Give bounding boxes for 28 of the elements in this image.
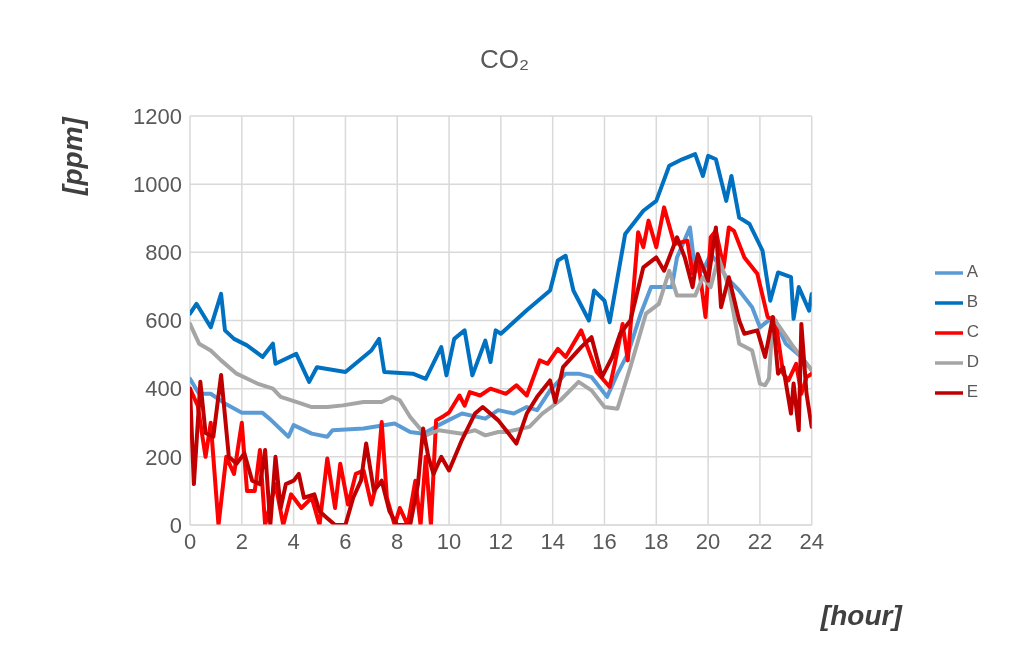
y-tick-label: 800 (145, 240, 182, 266)
y-tick-label: 200 (145, 444, 182, 470)
x-tick-label: 6 (339, 528, 352, 554)
legend-label: A (966, 262, 979, 281)
legend-label: E (966, 382, 979, 401)
x-tick-label: 10 (436, 528, 462, 554)
x-tick-label: 16 (592, 528, 617, 554)
y-tick-label: 1000 (133, 171, 182, 197)
y-tick-label: 600 (145, 308, 182, 334)
x-tick-label: 12 (488, 528, 514, 554)
legend-label: C (966, 322, 979, 341)
x-tick-label: 22 (747, 528, 773, 554)
y-axis-title: [ppm] (57, 115, 88, 196)
x-tick-label: 2 (235, 528, 248, 554)
x-tick-label: 20 (695, 528, 721, 554)
x-axis-title: [hour] (819, 600, 904, 631)
chart-title: CO₂ (478, 44, 531, 75)
y-tick-label: 1200 (133, 103, 182, 129)
line-series (190, 152, 812, 384)
x-tick-label: 24 (799, 528, 824, 554)
x-tick-label: 18 (644, 528, 669, 554)
y-tick-label: 400 (145, 376, 182, 402)
legend-label: B (966, 292, 979, 311)
x-tick-label: 8 (391, 528, 404, 554)
x-tick-label: 4 (287, 528, 300, 554)
x-tick-label: 14 (540, 528, 565, 554)
legend-label: D (966, 352, 979, 371)
y-tick-label: 0 (169, 512, 182, 538)
